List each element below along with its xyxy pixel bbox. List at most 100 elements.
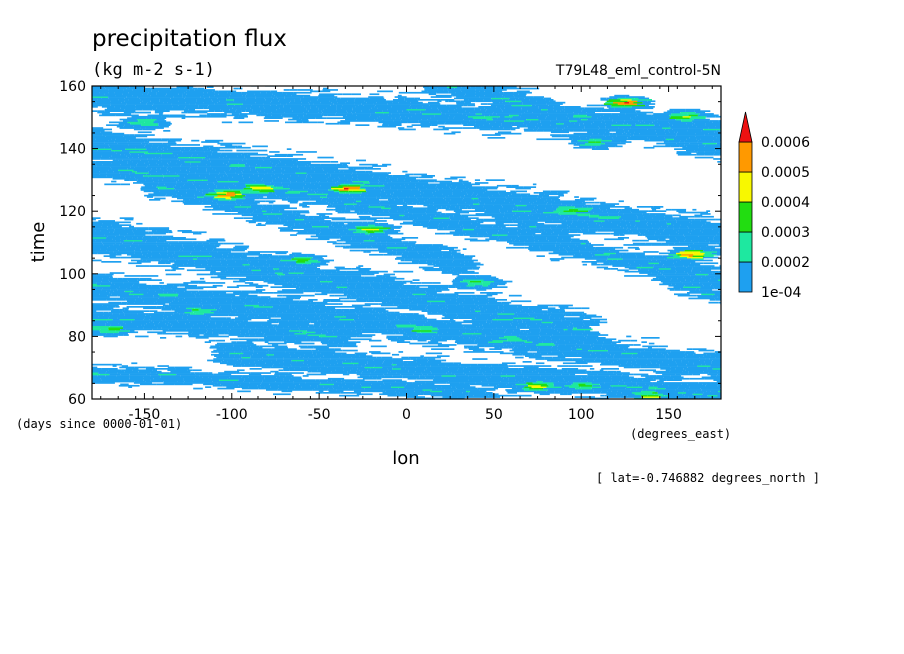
heat-cell [120,324,142,326]
heat-cell [413,313,419,315]
heat-cell [422,389,432,391]
heat-cell [506,383,516,386]
heat-cell [522,320,542,322]
heat-cell [182,315,199,318]
heat-cell [687,292,707,294]
heat-cell [376,242,396,245]
heat-cell [497,232,517,235]
heat-cell [427,245,448,248]
heat-cell [683,234,703,236]
heat-cell [574,396,595,398]
heat-cell [565,307,575,310]
heat-cell [194,248,207,250]
heat-cell [497,311,502,314]
heat-cell [552,206,559,208]
heat-cell [316,213,333,215]
heat-cell [588,230,598,232]
heat-cell [270,366,289,369]
heat-cell [692,283,703,286]
heat-cell [601,221,612,224]
heat-cell [214,256,223,259]
heat-cell [651,259,657,262]
heat-cell [464,200,481,203]
heat-cell [475,310,481,312]
heat-cell [582,332,601,335]
heat-cell [333,189,339,191]
heat-cell [674,248,695,250]
heat-cell [700,246,715,249]
heat-cell [486,231,496,234]
heat-cell [231,306,246,308]
heat-cell [399,286,416,288]
heat-cell [253,265,264,267]
heat-cell [128,315,141,318]
heat-cell [381,301,387,304]
heat-cell [653,384,669,387]
heat-cell [400,368,406,370]
heat-cell [263,304,280,307]
heat-cell [682,370,689,373]
heat-cell [153,248,164,250]
heat-cell [472,349,485,352]
heat-cell [580,256,601,259]
heat-cell [294,306,305,308]
heat-cell [167,315,183,318]
heat-cell [475,317,496,319]
heat-cell [207,324,223,326]
heat-cell [315,331,328,334]
heat-cell [331,286,337,288]
heat-cell [416,297,436,300]
heat-cell [475,190,486,193]
heat-cell [232,258,242,260]
heat-cell [262,253,268,256]
heat-cell [198,308,217,311]
heat-cell [168,259,176,262]
heat-cell [295,261,306,263]
heat-cell [311,189,329,191]
heat-cell [525,355,533,357]
heat-cell [489,197,501,200]
heat-cell [636,255,646,257]
heat-cell [379,313,391,315]
heat-cell [490,376,501,379]
heat-cell [145,255,152,257]
heat-cell [586,376,606,379]
heat-cell [373,359,385,362]
heat-cell [466,300,479,303]
heat-cell [657,273,663,276]
heat-cell [242,196,264,198]
heat-cell [444,389,462,391]
heat-cell [125,284,133,287]
heat-cell [714,222,721,225]
heat-cell [302,321,311,324]
heat-cell [374,370,391,373]
heat-cell [447,227,464,229]
heat-cell [168,324,173,326]
heat-cell [659,379,667,381]
heat-cell [671,222,692,225]
heat-cell [474,366,490,369]
heat-cell [539,331,560,334]
heat-cell [581,365,593,367]
heat-cell [235,363,245,366]
heat-cell [523,366,539,369]
heat-cell [558,306,569,308]
heat-cell [117,317,124,319]
heat-cell [220,270,226,273]
heat-cell [633,344,641,346]
heat-cell [96,286,108,288]
heat-cell [332,280,350,283]
heat-cell [346,294,351,297]
heat-cell [244,363,256,366]
heat-cell [179,284,197,287]
heat-cell [499,346,509,349]
heat-cell [281,383,300,386]
heat-cell [167,251,175,253]
heat-cell [465,232,478,235]
heat-cell [354,352,368,355]
heat-cell [635,224,648,226]
heat-cell [272,192,286,194]
heat-cell [556,241,571,243]
heat-cell [305,325,309,328]
heat-cell [707,373,718,376]
